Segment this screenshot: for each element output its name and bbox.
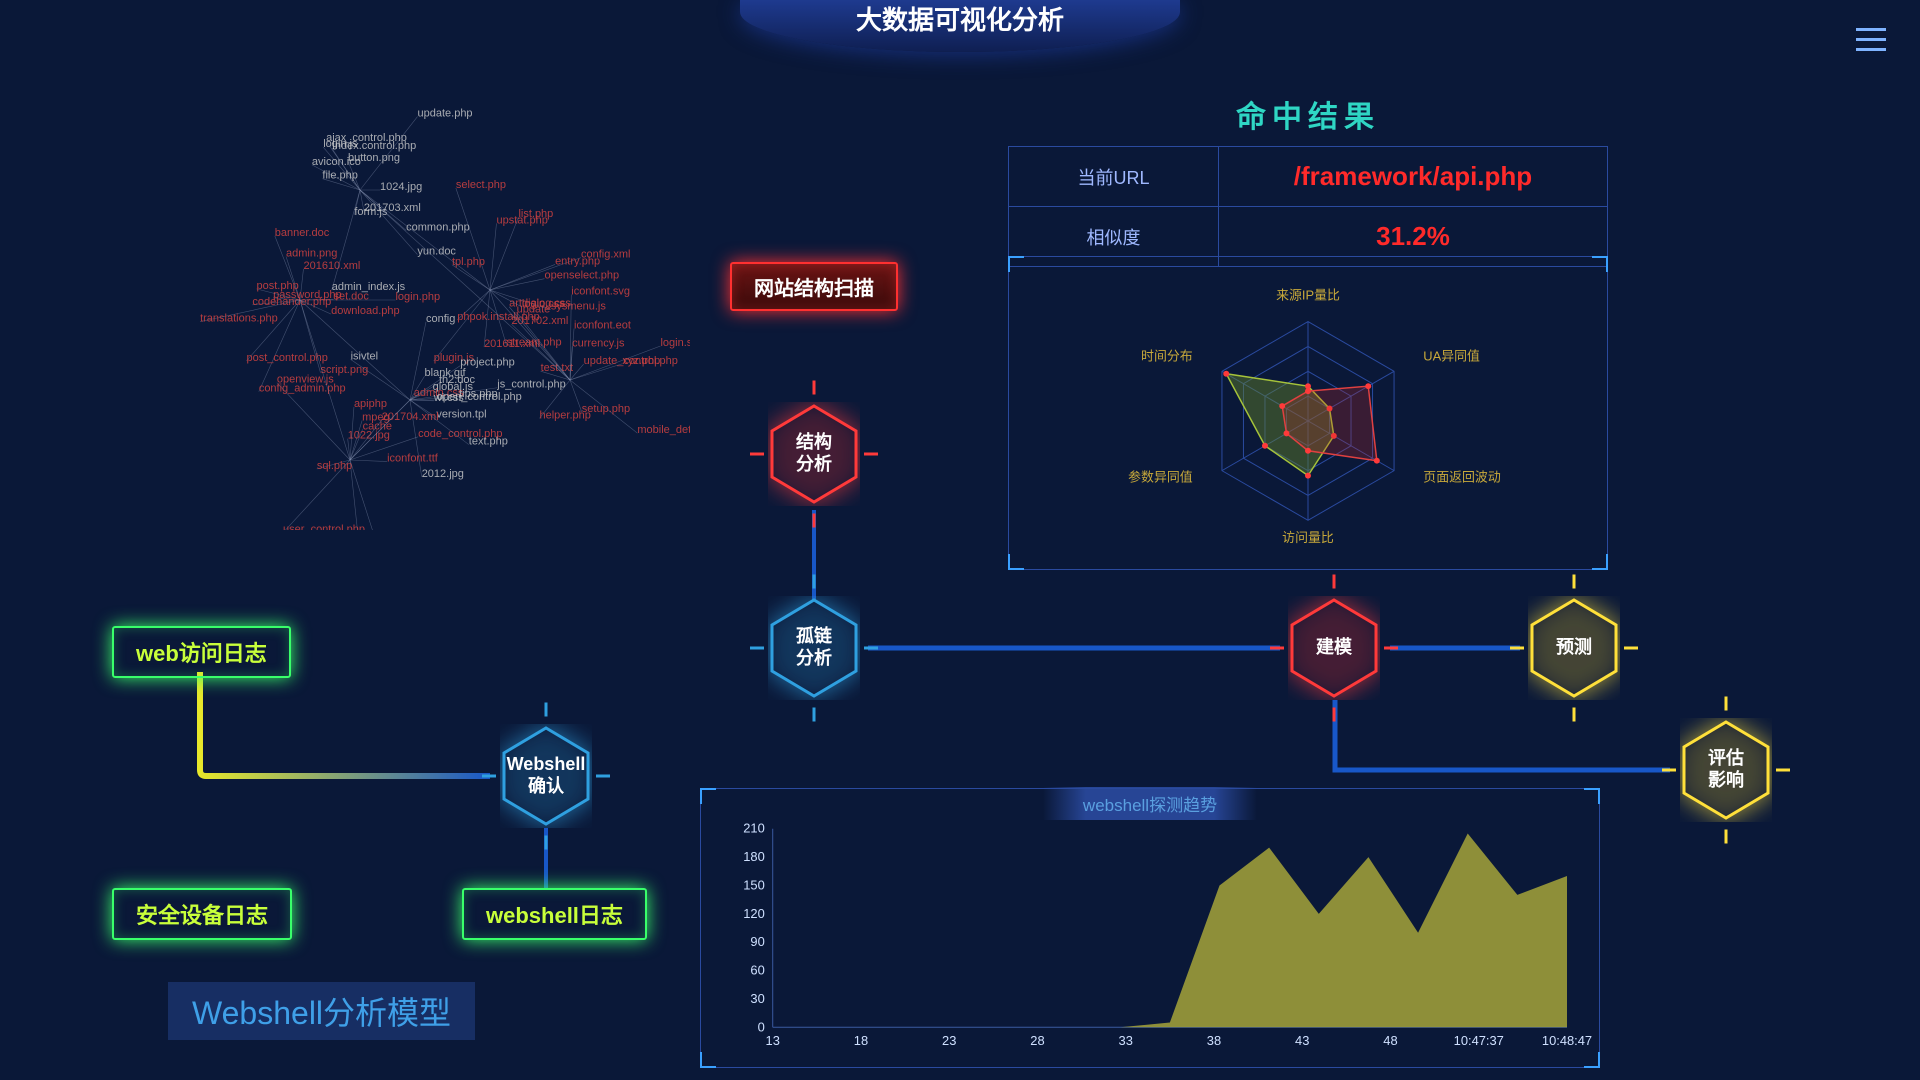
svg-text:entry.php: entry.php [555, 255, 600, 267]
svg-text:apiphp: apiphp [354, 398, 387, 410]
svg-text:2012.jpg: 2012.jpg [422, 468, 464, 480]
svg-text:90: 90 [750, 934, 764, 949]
svg-text:mpeg: mpeg [362, 411, 390, 423]
svg-text:1022.jpg: 1022.jpg [348, 430, 390, 442]
svg-text:post_control.php: post_control.php [246, 352, 327, 364]
svg-text:js_control.php: js_control.php [496, 379, 566, 391]
svg-text:33: 33 [1119, 1033, 1133, 1048]
hit-result-table: 当前URL /framework/api.php 相似度 31.2% [1008, 146, 1608, 267]
svg-text:list.php: list.php [518, 208, 553, 220]
svg-text:mobile_detect.php: mobile_detect.php [637, 424, 690, 436]
svg-text:tpl.php: tpl.php [452, 256, 485, 268]
svg-text:login.svg: login.svg [660, 337, 690, 349]
svg-text:UA异同值: UA异同值 [1423, 348, 1480, 363]
svg-text:iconfont.ttf: iconfont.ttf [387, 452, 439, 464]
svg-text:common.php: common.php [406, 221, 470, 233]
svg-text:download.php: download.php [331, 305, 400, 317]
hit-result-title: 命中结果 [1008, 92, 1608, 136]
svg-text:post.php: post.php [256, 280, 298, 292]
svg-text:180: 180 [743, 849, 765, 864]
svg-text:访问量比: 访问量比 [1282, 530, 1334, 545]
svg-text:file.php: file.php [322, 170, 357, 182]
svg-text:banner.doc: banner.doc [275, 227, 330, 239]
svg-text:text.php: text.php [469, 436, 508, 448]
svg-text:iconfont.eot: iconfont.eot [574, 320, 631, 332]
node-sec-log[interactable]: 安全设备日志 [112, 888, 292, 940]
hex-predict[interactable]: 预测 [1528, 596, 1620, 700]
svg-text:user_control.php: user_control.php [283, 524, 365, 530]
svg-text:openselect.php: openselect.php [545, 270, 620, 282]
hex-confirm[interactable]: Webshell确认 [500, 724, 592, 828]
svg-text:28: 28 [1030, 1033, 1044, 1048]
page-title: 大数据可视化分析 [740, 0, 1180, 52]
svg-text:120: 120 [743, 906, 765, 921]
svg-text:10:48:47: 10:48:47 [1542, 1033, 1592, 1048]
model-title: Webshell分析模型 [168, 982, 475, 1040]
svg-text:时间分布: 时间分布 [1141, 348, 1193, 363]
svg-text:iconfont.svg: iconfont.svg [571, 285, 630, 297]
svg-text:avicon.ico: avicon.ico [312, 156, 361, 168]
node-web-log[interactable]: web访问日志 [112, 626, 291, 678]
area-chart-panel: webshell探测趋势 030609012015018021013182328… [700, 788, 1600, 1068]
hex-struct[interactable]: 结构分析 [768, 402, 860, 506]
svg-text:210: 210 [743, 821, 765, 836]
node-ws-log[interactable]: webshell日志 [462, 888, 647, 940]
hit-val-url: /framework/api.php [1219, 147, 1608, 207]
svg-text:index.control.php: index.control.php [332, 140, 416, 152]
svg-text:config_admin.php: config_admin.php [259, 383, 346, 395]
svg-text:stream.php: stream.php [507, 337, 562, 349]
radar-panel: 来源IP量比 UA异同值页面返回波动访问量比 参数异同值 时间分布 [1008, 256, 1608, 570]
network-graph: 1024.jpgbanner.doc201611.xml2012.jpgupda… [190, 100, 690, 530]
svg-text:页面返回波动: 页面返回波动 [1423, 470, 1501, 485]
svg-text:150: 150 [743, 877, 765, 892]
svg-text:select.php: select.php [456, 179, 506, 191]
menu-icon[interactable] [1856, 28, 1886, 52]
node-scan-button[interactable]: 网站结构扫描 [730, 262, 898, 311]
svg-text:update.php: update.php [418, 108, 473, 120]
svg-text:isivtel: isivtel [351, 350, 379, 362]
hex-model[interactable]: 建模 [1288, 596, 1380, 700]
svg-text:38: 38 [1207, 1033, 1221, 1048]
hit-key-url: 当前URL [1009, 147, 1219, 207]
svg-text:10:47:37: 10:47:37 [1454, 1033, 1504, 1048]
svg-text:201610.xml: 201610.xml [303, 260, 360, 272]
hex-orphan[interactable]: 孤链分析 [768, 596, 860, 700]
svg-text:admin.png: admin.png [286, 247, 337, 259]
hex-eval[interactable]: 评估影响 [1680, 718, 1772, 822]
svg-text:1024.jpg: 1024.jpg [380, 181, 422, 193]
svg-text:13: 13 [766, 1033, 780, 1048]
svg-text:config: config [426, 313, 455, 325]
svg-text:project.php: project.php [460, 357, 514, 369]
svg-text:43: 43 [1295, 1033, 1309, 1048]
svg-text:48: 48 [1383, 1033, 1397, 1048]
svg-text:translations.php: translations.php [200, 313, 278, 325]
svg-text:phpok.install.php: phpok.install.php [457, 311, 540, 323]
svg-text:23: 23 [942, 1033, 956, 1048]
svg-text:201704.xml: 201704.xml [382, 411, 439, 423]
hit-result-panel: 命中结果 当前URL /framework/api.php 相似度 31.2% [1008, 92, 1608, 267]
svg-text:30: 30 [750, 991, 764, 1006]
svg-text:version.tpl: version.tpl [436, 408, 486, 420]
svg-text:setup.php: setup.php [582, 403, 630, 415]
svg-text:login.css: login.css [522, 298, 565, 310]
svg-text:参数异同值: 参数异同值 [1128, 470, 1193, 485]
svg-text:currency.js: currency.js [572, 337, 625, 349]
svg-text:来源IP量比: 来源IP量比 [1276, 288, 1340, 303]
svg-text:60: 60 [750, 963, 764, 978]
svg-text:blank.gif: blank.gif [425, 367, 467, 379]
svg-text:0: 0 [758, 1019, 765, 1034]
svg-text:open_control.php: open_control.php [437, 391, 522, 403]
svg-text:sql.php: sql.php [317, 460, 352, 472]
svg-text:update_control.php: update_control.php [584, 355, 678, 367]
svg-text:18: 18 [854, 1033, 868, 1048]
